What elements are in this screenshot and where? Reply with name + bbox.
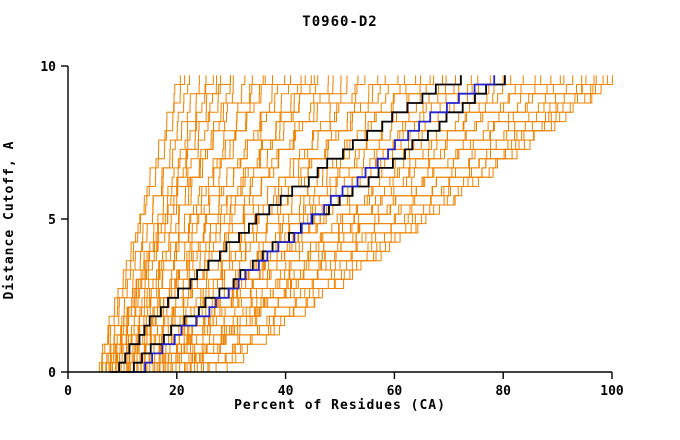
- ensemble-curve: [155, 75, 524, 373]
- ensemble-curve: [200, 75, 608, 373]
- ensemble-curve: [90, 75, 186, 373]
- x-tick-label: 60: [387, 384, 403, 399]
- x-axis-label: Percent of Residues (CA): [234, 398, 446, 413]
- ensemble-curve: [98, 75, 214, 373]
- ensemble-curve: [101, 75, 273, 373]
- ensemble-curve: [101, 75, 200, 373]
- ensemble-curve: [207, 75, 597, 373]
- ensemble-curve: [185, 75, 595, 373]
- chart-title: T0960-D2: [302, 14, 378, 30]
- y-tick-label: 0: [48, 366, 56, 381]
- x-tick-label: 40: [278, 384, 294, 399]
- black-model-1-curve: [109, 75, 462, 373]
- ensemble-curve: [118, 75, 312, 373]
- blue-model-curve: [131, 75, 496, 373]
- x-tick-label: 20: [169, 384, 185, 399]
- y-tick-label: 10: [40, 60, 56, 75]
- x-tick-label: 0: [64, 384, 72, 399]
- x-tick-label: 100: [600, 384, 624, 399]
- ensemble-curve: [211, 75, 613, 373]
- ensemble-curve: [109, 75, 302, 373]
- ensemble-curve: [187, 75, 583, 373]
- ensemble-curve: [111, 75, 264, 373]
- y-tick-label: 5: [48, 213, 56, 228]
- ensemble-curve: [104, 75, 231, 373]
- x-tick-label: 80: [495, 384, 511, 399]
- y-axis-label: Distance Cutoff, A: [2, 140, 17, 300]
- ensemble-curve: [148, 75, 443, 373]
- ensemble-curve: [102, 75, 246, 373]
